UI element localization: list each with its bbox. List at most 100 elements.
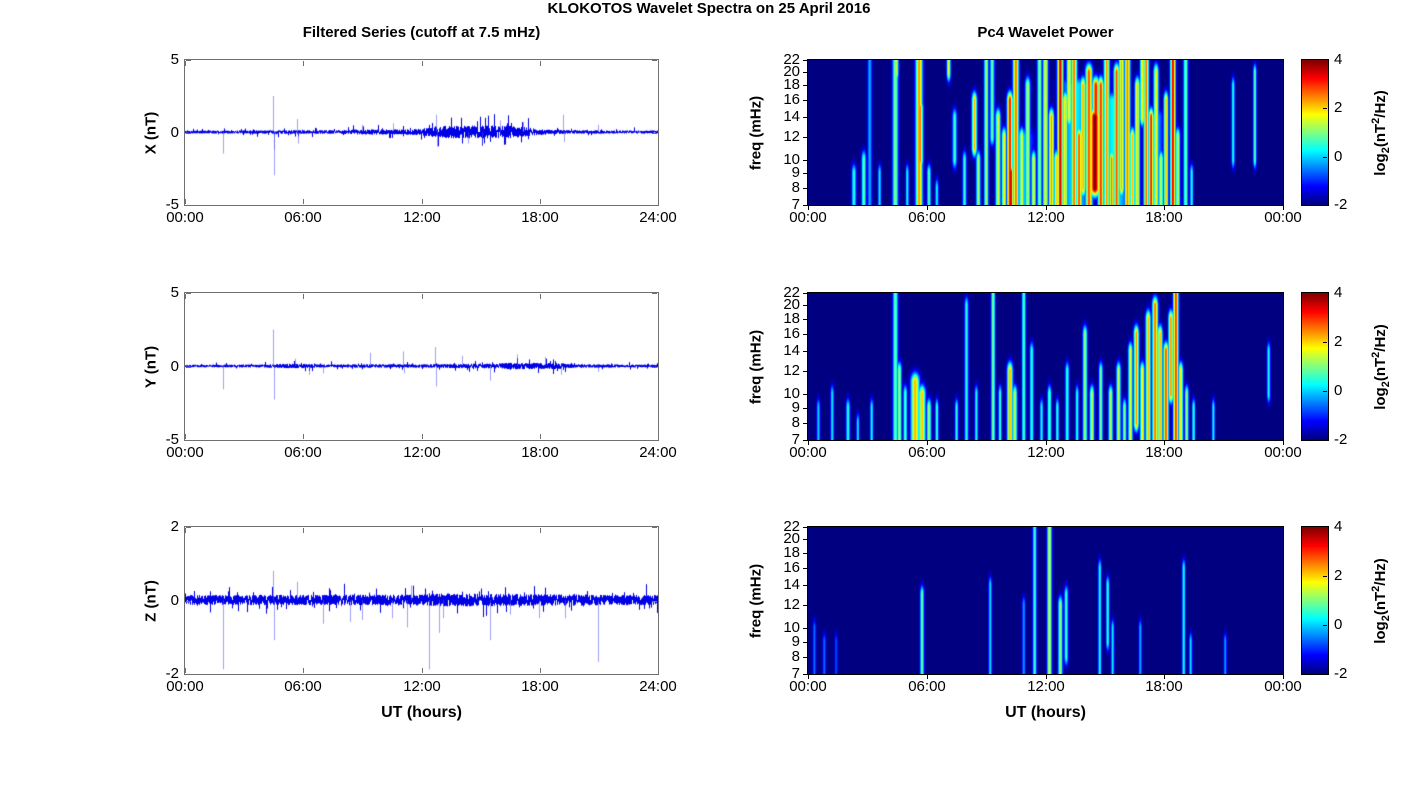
colorbar-tick-label: -2 bbox=[1334, 665, 1348, 682]
colorbar-label-text: (nT bbox=[1372, 357, 1389, 381]
xlabel-right: UT (hours) bbox=[1005, 704, 1086, 721]
x-tick-label: 18:00 bbox=[521, 209, 559, 226]
axis-tick bbox=[803, 657, 807, 658]
freq-tick-label: 16 bbox=[783, 325, 800, 342]
x-tick-label: 18:00 bbox=[521, 678, 559, 695]
ylabel-freq-mhz-1: freq (mHz) bbox=[747, 95, 765, 170]
axis-tick bbox=[186, 133, 191, 134]
freq-tick-label: 14 bbox=[783, 108, 800, 125]
z-wavelet-spectrogram bbox=[808, 527, 1283, 674]
axis-tick bbox=[422, 528, 423, 533]
y-tick-label: 2 bbox=[170, 518, 179, 535]
axis-tick bbox=[803, 205, 807, 206]
axis-tick bbox=[658, 294, 659, 299]
x-tick-label: 00:00 bbox=[1264, 678, 1302, 695]
freq-tick-label: 22 bbox=[783, 518, 800, 535]
x-tick-label: 12:00 bbox=[403, 209, 441, 226]
axis-tick bbox=[803, 173, 807, 174]
colorbar-tick-label: 4 bbox=[1334, 518, 1343, 535]
colorbar-label-sub: 2 bbox=[1380, 146, 1392, 153]
x-tick-label: 06:00 bbox=[284, 678, 322, 695]
axis-tick bbox=[186, 60, 191, 61]
axis-tick bbox=[803, 72, 807, 73]
axes-frame bbox=[184, 292, 659, 441]
axis-tick bbox=[658, 434, 659, 439]
right-subtitle: Pc4 Wavelet Power bbox=[977, 24, 1114, 41]
y-series-plot bbox=[185, 293, 658, 440]
x-tick-label: 06:00 bbox=[908, 209, 946, 226]
axis-tick bbox=[803, 568, 807, 569]
axis-tick bbox=[186, 293, 191, 294]
axis-tick bbox=[185, 668, 186, 673]
axis-tick bbox=[652, 601, 657, 602]
freq-tick-label: 12 bbox=[783, 596, 800, 613]
colorbar-label-text: (nT bbox=[1372, 123, 1389, 147]
colorbar-label-text: /Hz) bbox=[1372, 557, 1389, 586]
freq-tick-label: 18 bbox=[783, 76, 800, 93]
axis-tick bbox=[186, 527, 191, 528]
colorbar-z bbox=[1302, 527, 1328, 674]
colorbar-tick-label: -2 bbox=[1334, 196, 1348, 213]
axis-tick bbox=[658, 668, 659, 673]
axis-tick bbox=[303, 528, 304, 533]
freq-tick-label: 16 bbox=[783, 91, 800, 108]
axis-tick bbox=[186, 674, 191, 675]
colorbar-y bbox=[1302, 293, 1328, 440]
axis-tick bbox=[803, 117, 807, 118]
axis-tick bbox=[652, 527, 657, 528]
axis-tick bbox=[803, 351, 807, 352]
axes-frame bbox=[1301, 526, 1329, 675]
freq-tick-label: 12 bbox=[783, 128, 800, 145]
colorbar-tick-label: 4 bbox=[1334, 51, 1343, 68]
x-tick-label: 12:00 bbox=[1027, 444, 1065, 461]
axes-frame bbox=[807, 292, 1284, 441]
freq-tick-label: 7 bbox=[791, 665, 800, 682]
x-tick-label: 18:00 bbox=[1145, 678, 1183, 695]
x-series-plot bbox=[185, 60, 658, 205]
axis-tick bbox=[803, 293, 807, 294]
axis-tick bbox=[1323, 108, 1327, 109]
axis-tick bbox=[1323, 625, 1327, 626]
colorbar-label-2: log2(nT2/Hz) bbox=[1370, 324, 1392, 410]
axis-tick bbox=[652, 205, 657, 206]
axis-tick bbox=[185, 528, 186, 533]
axis-tick bbox=[803, 188, 807, 189]
x-tick-label: 24:00 bbox=[639, 678, 677, 695]
colorbar-label-3: log2(nT2/Hz) bbox=[1370, 558, 1392, 644]
freq-tick-label: 20 bbox=[783, 63, 800, 80]
axis-tick bbox=[652, 60, 657, 61]
axis-tick bbox=[185, 61, 186, 66]
x-tick-label: 18:00 bbox=[521, 444, 559, 461]
x-tick-label: 06:00 bbox=[908, 444, 946, 461]
axis-tick bbox=[803, 585, 807, 586]
axis-tick bbox=[803, 408, 807, 409]
freq-tick-label: 7 bbox=[791, 431, 800, 448]
xlabel-left: UT (hours) bbox=[381, 704, 462, 721]
axes-frame bbox=[1301, 59, 1329, 206]
axis-tick bbox=[540, 668, 541, 673]
axis-tick bbox=[803, 85, 807, 86]
freq-tick-label: 20 bbox=[783, 530, 800, 547]
axis-tick bbox=[422, 434, 423, 439]
colorbar-label-text: /Hz) bbox=[1372, 323, 1389, 352]
colorbar-label-text: log bbox=[1372, 386, 1389, 410]
freq-tick-label: 8 bbox=[791, 179, 800, 196]
axis-tick bbox=[808, 206, 809, 210]
freq-tick-label: 10 bbox=[783, 151, 800, 168]
axis-tick bbox=[803, 305, 807, 306]
freq-tick-label: 9 bbox=[791, 633, 800, 650]
axis-tick bbox=[1323, 157, 1327, 158]
colorbar-tick-label: 4 bbox=[1334, 284, 1343, 301]
x-tick-label: 12:00 bbox=[403, 678, 441, 695]
x-tick-label: 06:00 bbox=[284, 209, 322, 226]
freq-tick-label: 20 bbox=[783, 296, 800, 313]
axis-tick bbox=[803, 674, 807, 675]
freq-tick-label: 8 bbox=[791, 648, 800, 665]
colorbar-x bbox=[1302, 60, 1328, 205]
axis-tick bbox=[803, 334, 807, 335]
x-tick-label: 06:00 bbox=[908, 678, 946, 695]
axis-tick bbox=[540, 434, 541, 439]
axis-tick bbox=[803, 553, 807, 554]
axis-tick bbox=[1164, 441, 1165, 445]
x-tick-label: 00:00 bbox=[166, 444, 204, 461]
